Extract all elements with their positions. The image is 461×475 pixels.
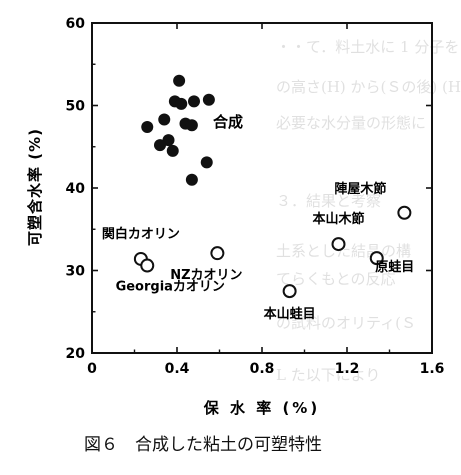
synthetic-clay-point	[166, 144, 179, 157]
natural-clay-point	[140, 258, 155, 273]
x-tick-label: 0	[87, 361, 97, 377]
series-label-synthetic: 合成	[212, 113, 243, 131]
y-axis-label: 可塑含水率 (%)	[26, 128, 44, 246]
data-markers	[133, 74, 412, 299]
natural-clay-point	[369, 251, 384, 266]
natural-clay-point	[397, 205, 412, 220]
y-tick-label: 40	[66, 181, 86, 197]
point-label: 陣屋木節	[334, 181, 386, 197]
synthetic-clay-point	[185, 173, 198, 186]
natural-clay-point	[282, 284, 297, 299]
axis-ticks	[91, 22, 433, 354]
synthetic-clay-point	[185, 119, 198, 132]
synthetic-clay-point	[188, 95, 200, 108]
synthetic-clay-point	[202, 93, 215, 106]
figure-caption: 図６ 合成した粘土の可塑特性	[84, 435, 322, 455]
x-tick-label: 0.8	[250, 361, 275, 377]
natural-clay-point	[331, 237, 346, 252]
natural-clay-point	[210, 246, 225, 261]
tick-labels: 0 0.4 0.8 1.2 1.6 20 30 40 50 60	[66, 16, 445, 377]
point-label: 原蛙目	[375, 259, 414, 275]
synthetic-clay-point	[175, 97, 188, 110]
point-label: Georgiaカオリン	[116, 280, 225, 295]
y-tick-label: 30	[66, 264, 86, 280]
x-tick-label: 1.6	[420, 361, 445, 377]
synthetic-clay-point	[158, 113, 171, 126]
y-tick-label: 60	[66, 16, 86, 32]
point-label: 本山蛙目	[264, 306, 316, 322]
y-tick-label: 50	[66, 99, 86, 115]
synthetic-clay-point	[200, 156, 213, 169]
synthetic-clay-point	[141, 120, 154, 133]
synthetic-clay-point	[173, 74, 186, 87]
y-tick-label: 20	[66, 346, 86, 362]
x-tick-label: 1.2	[335, 361, 360, 377]
x-tick-label: 0.4	[165, 361, 190, 377]
point-label: 本山木節	[312, 211, 364, 227]
point-label: 関白カオリン	[102, 226, 180, 242]
x-axis-label: 保 水 率 (%)	[203, 399, 320, 417]
synthetic-clay-point	[154, 139, 166, 152]
point-label: NZカオリン	[170, 268, 242, 283]
